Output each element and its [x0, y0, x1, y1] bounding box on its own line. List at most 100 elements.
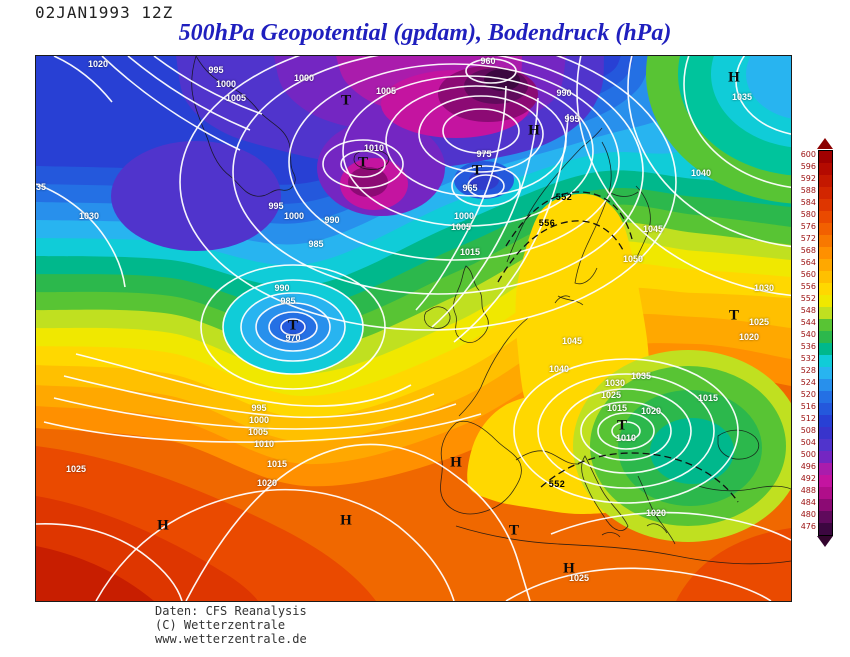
isobar-line	[127, 56, 251, 131]
colorbar-cell	[819, 259, 832, 271]
high-center-label: H	[563, 560, 575, 577]
isobar-line	[627, 56, 791, 248]
colorbar-label: 584	[800, 198, 816, 207]
isobar-label: 1010	[363, 143, 385, 153]
colorbar-label: 564	[800, 258, 816, 267]
coastlines-layer	[191, 56, 791, 565]
colorbar-label: 600	[800, 150, 816, 159]
coastline	[635, 185, 651, 260]
cold-lobe	[111, 141, 281, 251]
colorbar-cell	[819, 319, 832, 331]
isobar-label: 1020	[738, 332, 760, 342]
coastline	[353, 149, 390, 170]
credits-line: (C) Wetterzentrale	[155, 618, 286, 632]
isobar-line	[431, 97, 539, 328]
coastline	[455, 525, 791, 565]
isobar-line	[597, 412, 655, 450]
isobar-label: 1000	[283, 211, 305, 221]
isobar-label: 1000	[453, 211, 475, 221]
colorbar-cell	[819, 199, 832, 211]
isobar-line	[288, 63, 620, 261]
isobar-label: 1015	[606, 403, 628, 413]
colorbar-label: 480	[800, 510, 816, 519]
warm-region	[36, 546, 154, 601]
coastline	[458, 295, 584, 417]
colorbar-labels: 600 596 592 588 584 580 576 572 568 564 560 556 552 5…	[792, 150, 816, 534]
isobar-line	[453, 113, 569, 343]
isobar-label: 1030	[78, 211, 100, 221]
isobar-label: 990	[556, 88, 572, 98]
ridge-tongue	[515, 193, 650, 425]
low-center-label: T	[357, 154, 369, 171]
low-center-label: T	[728, 307, 740, 324]
isobar-line	[442, 108, 520, 154]
colorbar-cell	[819, 415, 832, 427]
isobar-label: 1020	[640, 406, 662, 416]
colorbar-cell	[819, 211, 832, 223]
low-center-label: T	[471, 162, 483, 179]
colorbar-arrow-top-icon	[817, 138, 833, 149]
isobar-line	[611, 421, 641, 441]
colorbar-label: 552	[800, 294, 816, 303]
isobar-line	[222, 279, 364, 375]
isobar-line	[185, 443, 531, 601]
isobar-line	[735, 56, 791, 135]
colorbar-label: 508	[800, 426, 816, 435]
isobar-line	[43, 413, 482, 443]
isobar-label: 1035	[731, 92, 753, 102]
colorbar-cell	[819, 355, 832, 367]
colorbar-cell	[819, 163, 832, 175]
isobar-label: 995	[564, 114, 580, 124]
colorbar-cell	[819, 187, 832, 199]
isobar-label: 1040	[690, 168, 712, 178]
colorbar-cell	[819, 487, 832, 499]
isobar-line	[53, 397, 457, 430]
credits-line: www.wetterzentrale.de	[155, 632, 307, 646]
colorbar-label: 580	[800, 210, 816, 219]
colorbar-cell	[819, 391, 832, 403]
colorbar-cell	[819, 451, 832, 463]
colorbar-label: 576	[800, 222, 816, 231]
colorbar: 600 596 592 588 584 580 576 572 568 564 560 556 552 5…	[792, 138, 840, 550]
isobar-label: 1020	[645, 508, 667, 518]
isobar-line	[200, 264, 386, 390]
isobar-line	[550, 511, 791, 541]
weather-map: 1020 995 1000 1005 1000 1005 1010 960 975 990 995 9…	[35, 55, 792, 602]
high-center-label: H	[728, 69, 740, 86]
cold-core	[484, 69, 520, 91]
colorbar-cell	[819, 511, 832, 523]
colorbar-cell	[819, 247, 832, 259]
colorbar-cell	[819, 295, 832, 307]
colorbar-label: 488	[800, 486, 816, 495]
isobar-line	[340, 150, 386, 178]
colorbar-cell	[819, 523, 832, 535]
high-center-label: H	[157, 517, 169, 534]
colorbar-label: 532	[800, 354, 816, 363]
isobar-line	[63, 375, 435, 419]
low-center-label: T	[616, 417, 628, 434]
coastline	[554, 295, 571, 304]
isobar-line	[240, 292, 346, 362]
isobar-label: 1005	[247, 427, 269, 437]
isobar-lines-layer	[36, 56, 791, 601]
colorbar-cell	[819, 403, 832, 415]
isobar-label: 995	[208, 65, 224, 75]
isobar-label: 995	[268, 201, 284, 211]
isobar-line	[537, 373, 715, 489]
isobar-line	[255, 302, 331, 352]
colorbar-label: 528	[800, 366, 816, 375]
colorbar-label: 492	[800, 474, 816, 483]
coastline	[601, 475, 676, 545]
isobar-line	[576, 56, 791, 297]
colorbar-label: 500	[800, 450, 816, 459]
isobar-line	[179, 56, 677, 331]
colorbar-cell	[819, 175, 832, 187]
isobar-label: 990	[324, 215, 340, 225]
isobar-label: 1030	[604, 378, 626, 388]
ne-corner	[746, 56, 791, 119]
geopotential-contour-lines-layer	[497, 191, 739, 503]
colorbar-label: 560	[800, 270, 816, 279]
isobar-label: 1025	[568, 573, 590, 583]
isobar-line	[232, 56, 644, 295]
